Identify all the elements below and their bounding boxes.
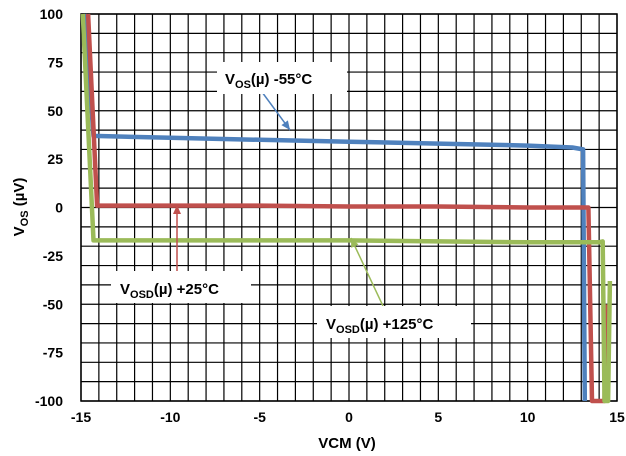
annotation-label: VOS(µ) -55°C xyxy=(225,71,312,91)
annotation-label: VOSD(µ) +25°C xyxy=(120,281,219,301)
annotation-arrowhead xyxy=(281,120,290,130)
series-line-minus55c xyxy=(82,13,588,402)
annotation-label-main: V xyxy=(326,316,336,333)
series-line-plus25c xyxy=(85,13,609,404)
y-tick-label: 100 xyxy=(40,6,64,22)
y-tick-label: -75 xyxy=(43,345,63,361)
x-axis-title: VCM (V) xyxy=(318,435,376,452)
series-line-plus125c xyxy=(80,13,613,404)
x-tick-label: 10 xyxy=(520,409,536,425)
x-tick-label: 5 xyxy=(434,409,442,425)
x-tick-label: 15 xyxy=(609,409,625,425)
annotation-arrowhead xyxy=(351,238,359,248)
x-tick-label: -15 xyxy=(71,409,91,425)
y-tick-label: -50 xyxy=(43,296,63,312)
annotation-label-sub: OS xyxy=(235,79,251,91)
y-axis-title-unit: (µV) xyxy=(11,178,28,211)
y-tick-labels: 100 75 50 25 0 -25 -50 -75 -100 xyxy=(35,6,63,409)
annotation-label-rest: (µ) +125°C xyxy=(360,316,434,333)
annotation-label-sub: OSD xyxy=(130,289,154,301)
annotation-label-sub: OSD xyxy=(336,324,360,336)
x-tick-label: -10 xyxy=(160,409,180,425)
annotation-box xyxy=(217,62,347,94)
x-tick-label: -5 xyxy=(253,409,266,425)
y-tick-label: -25 xyxy=(43,248,63,264)
y-tick-label: 75 xyxy=(47,54,63,70)
annotation-label-main: V xyxy=(225,71,235,88)
annotation-label: VOSD(µ) +125°C xyxy=(326,316,433,336)
annotation-label-rest: (µ) +25°C xyxy=(154,281,219,298)
annotation-label-main: V xyxy=(120,281,130,298)
annotation-box xyxy=(317,306,471,338)
series-lines xyxy=(80,13,613,404)
y-axis-title-sub: OS xyxy=(19,210,31,226)
y-axis-title-main: V xyxy=(11,226,28,236)
y-axis-title: VOS (µV) xyxy=(11,178,31,237)
annotation-plus125c: VOSD(µ) +125°C xyxy=(317,237,471,338)
annotation-minus55c: VOS(µ) -55°C xyxy=(217,62,347,131)
x-tick-labels: -15 -10 -5 0 5 10 15 xyxy=(71,409,625,425)
annotation-box xyxy=(111,271,251,303)
y-tick-label: 0 xyxy=(55,200,63,216)
x-tick-label: 0 xyxy=(345,409,353,425)
annotation-label-rest: (µ) -55°C xyxy=(251,71,312,88)
annotation-plus25c: VOSD(µ) +25°C xyxy=(111,205,251,303)
annotation-pointer xyxy=(350,237,384,307)
plot-frame xyxy=(80,13,618,402)
y-tick-label: 25 xyxy=(47,151,63,167)
annotation-arrowhead xyxy=(173,205,181,214)
y-tick-label: 50 xyxy=(47,103,63,119)
y-tick-label: -100 xyxy=(35,393,63,409)
